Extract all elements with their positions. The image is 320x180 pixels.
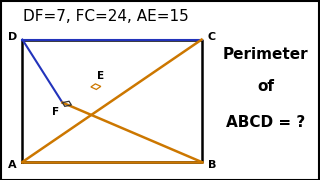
Text: A: A [8,160,16,170]
Text: F: F [52,107,60,117]
Text: D: D [8,32,17,42]
Text: E: E [97,71,104,81]
Text: of: of [257,79,274,94]
Text: DF=7, FC=24, AE=15: DF=7, FC=24, AE=15 [23,9,188,24]
Text: Perimeter: Perimeter [223,46,308,62]
Text: C: C [208,32,216,42]
Text: B: B [208,160,216,170]
Text: ABCD = ?: ABCD = ? [226,115,305,130]
